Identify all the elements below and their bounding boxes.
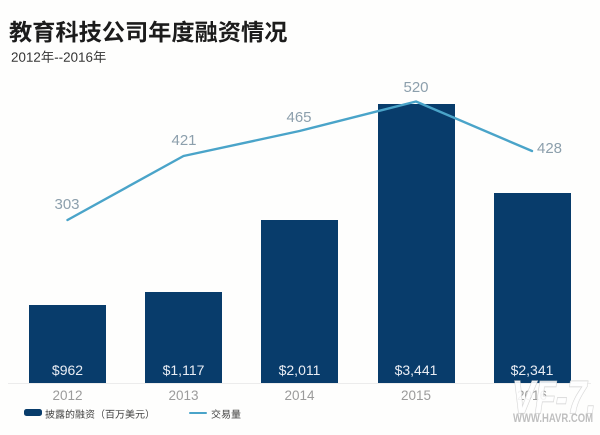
svg-text:WWW.HAVR.COM: WWW.HAVR.COM bbox=[514, 412, 594, 426]
svg-text:WWW.HAVR.COM: WWW.HAVR.COM bbox=[513, 411, 593, 425]
svg-text:VF-7.: VF-7. bbox=[512, 372, 596, 423]
